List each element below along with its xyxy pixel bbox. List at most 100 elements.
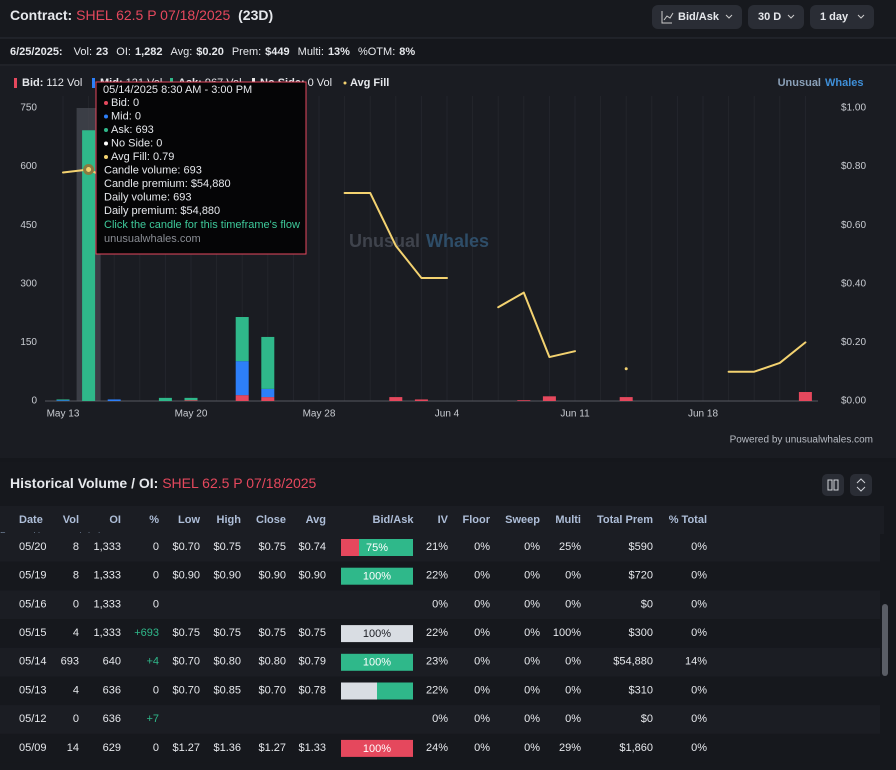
bid-ask-segment <box>341 539 359 556</box>
table-cell: $0.70 <box>172 656 200 668</box>
stat-label: OI: <box>116 46 131 58</box>
tooltip-dot <box>104 155 108 159</box>
bar-segment <box>184 400 198 401</box>
table-cell: 4 <box>73 684 79 696</box>
column-header[interactable]: % <box>149 514 159 526</box>
table-cell: 0% <box>691 627 707 639</box>
tooltip-line: Daily volume: 693 <box>104 191 191 203</box>
column-header[interactable]: Close <box>256 514 286 526</box>
table-cell: 05/19 <box>19 570 47 582</box>
chart: Unusual Whales 0 150 300 450 600 750 $0.00 $0.20 $… <box>14 77 873 446</box>
table-cell: 0% <box>524 570 540 582</box>
y-tick-label: 150 <box>20 337 37 348</box>
table-cell: 1,333 <box>93 570 121 582</box>
column-header[interactable]: IV <box>438 514 449 526</box>
table-cell: 05/15 <box>19 627 47 639</box>
y-tick-label: 0 <box>31 396 37 407</box>
table-cell: 0% <box>565 684 581 696</box>
bid-ask-label: 100% <box>363 628 391 640</box>
table-cell: 25% <box>559 541 581 553</box>
column-header[interactable]: Bid/Ask <box>373 514 415 526</box>
legend-entry: Bid: 112 Vol <box>22 77 82 89</box>
table-cell: 0% <box>691 598 707 610</box>
table-cell: $1,860 <box>619 742 653 754</box>
table-heading: Historical Volume / OI: SHEL 62.5 P 07/1… <box>10 475 317 491</box>
dropdown-label: 30 D <box>758 11 781 23</box>
scrollbar[interactable] <box>882 604 888 676</box>
column-header[interactable]: Vol <box>63 514 79 526</box>
table-cell: 8 <box>73 570 79 582</box>
y-tick-label: 750 <box>20 103 37 114</box>
table-cell: 05/14 <box>19 656 47 668</box>
bar-segment <box>158 397 172 401</box>
bar-segment <box>235 361 249 396</box>
table: Date Vol OI% Low High Close Avg Bid/Ask IV Floor S… <box>0 514 880 763</box>
x-tick-label: May 13 <box>47 409 80 420</box>
table-cell: 14 <box>67 742 79 754</box>
table-cell: 0% <box>565 656 581 668</box>
table-cell: 22% <box>426 570 448 582</box>
bar-segment <box>619 397 633 401</box>
chevron <box>725 14 733 19</box>
table-cell: 0% <box>432 598 448 610</box>
sort-button[interactable] <box>850 474 872 496</box>
hover-point <box>83 164 95 176</box>
table-cell: 8 <box>73 541 79 553</box>
y2-tick-label: $0.60 <box>841 220 866 231</box>
table-row <box>0 676 880 706</box>
stat-value: $0.20 <box>196 46 224 58</box>
column-header[interactable]: Avg <box>306 514 326 526</box>
legend-entry: Avg Fill <box>350 77 389 89</box>
table-cell: $0.85 <box>213 684 241 696</box>
table-cell: 0 <box>73 713 79 725</box>
dropdown-button[interactable] <box>810 5 874 29</box>
table-cell: 29% <box>559 742 581 754</box>
column-header[interactable]: Floor <box>463 514 491 526</box>
table-cell: $0 <box>641 713 653 725</box>
column-header[interactable]: OI <box>109 514 121 526</box>
dropdown-button[interactable] <box>748 5 804 29</box>
y2-tick-label: $0.00 <box>841 396 866 407</box>
toolbar: Bid/Ask 30 D 1 day <box>652 5 874 29</box>
dropdown-label: Bid/Ask <box>678 11 720 23</box>
table-cell: $0.90 <box>258 570 286 582</box>
column-header[interactable]: Low <box>178 514 200 526</box>
x-tick-label: Jun 11 <box>560 409 590 420</box>
column-header[interactable]: Date <box>19 514 43 526</box>
table-cell: 21% <box>426 541 448 553</box>
table-cell: +693 <box>134 627 159 639</box>
brand: Whales <box>825 77 864 89</box>
column-header[interactable]: Sweep <box>505 514 540 526</box>
column-header[interactable]: High <box>217 514 242 526</box>
table-cell: 05/13 <box>19 684 47 696</box>
bid-ask-segment <box>341 739 413 757</box>
bar-segment <box>261 336 275 389</box>
x-tick-label: Jun 18 <box>688 409 718 420</box>
dropdown-button[interactable] <box>652 5 742 29</box>
watermark: Unusual <box>349 231 420 251</box>
table-cell: $0.75 <box>258 627 286 639</box>
column-header[interactable]: Total Prem <box>597 514 653 526</box>
column-header[interactable]: % Total <box>669 514 707 526</box>
table-cell: 14% <box>685 656 707 668</box>
tooltip-line: Avg Fill: 0.79 <box>111 151 174 163</box>
table-cell: 0 <box>153 684 159 696</box>
y-tick-label: 600 <box>20 161 37 172</box>
table-cell: $0.74 <box>298 541 326 553</box>
table-cell: $0.70 <box>172 684 200 696</box>
table-cell: 100% <box>553 627 581 639</box>
table-cell: 0% <box>474 541 490 553</box>
table-cell: $1.27 <box>172 742 200 754</box>
table-cell: $0.90 <box>298 570 326 582</box>
table-cell: 05/16 <box>19 598 47 610</box>
legend-swatch <box>92 78 95 88</box>
column-header[interactable]: Multi <box>555 514 581 526</box>
tooltip-line: No Side: 0 <box>111 137 162 149</box>
table-cell: $0.75 <box>213 627 241 639</box>
tooltip-link[interactable]: Click the candle for this timeframe's fl… <box>104 219 300 231</box>
tooltip-dot <box>104 114 108 119</box>
y-tick-label: 450 <box>20 220 37 231</box>
table-cell: $310 <box>629 684 653 696</box>
columns-button[interactable] <box>822 474 844 496</box>
